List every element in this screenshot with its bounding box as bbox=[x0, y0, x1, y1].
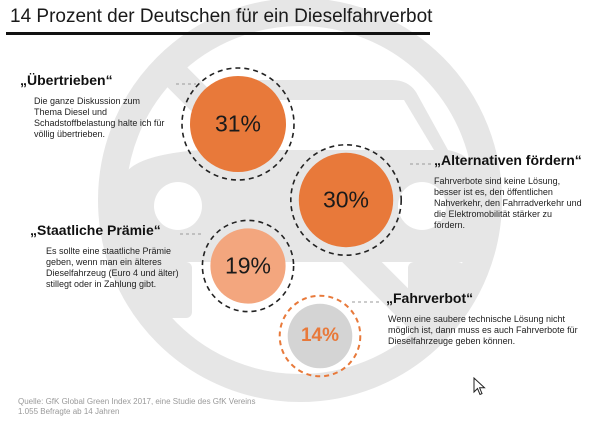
value-label-alternativen: 30% bbox=[322, 186, 370, 213]
bubble-uebertrieben bbox=[190, 76, 286, 172]
item-text-praemie: Es sollte eine staatliche Prämie geben, … bbox=[46, 246, 179, 289]
bubble-ring-fahrverbot bbox=[278, 294, 362, 378]
item-text-fahrverbot: Wenn eine saubere technische Lösung nich… bbox=[388, 314, 578, 346]
source-line-2: 1.055 Befragte ab 14 Jahren bbox=[18, 407, 120, 416]
bubble-praemie bbox=[210, 228, 286, 304]
bubble-ring-uebertrieben bbox=[181, 67, 295, 181]
value-label-praemie: 19% bbox=[224, 252, 272, 279]
source-line-1: Quelle: GfK Global Green Index 2017, ein… bbox=[18, 397, 256, 406]
bubble-alternativen bbox=[298, 152, 394, 248]
value-label-uebertrieben: 31% bbox=[214, 110, 262, 137]
bubble-ring-praemie bbox=[201, 219, 295, 313]
item-text-alternativen: Fahrverbote sind keine Lösung, besser is… bbox=[434, 176, 582, 230]
bubble-ring-alternativen bbox=[289, 144, 402, 257]
page-title: 14 Prozent der Deutschen für ein Dieself… bbox=[10, 6, 433, 27]
value-label-fahrverbot: 14% bbox=[300, 325, 340, 346]
title-underline bbox=[6, 32, 430, 35]
item-text-uebertrieben: Die ganze Diskussion zum Thema Diesel un… bbox=[34, 96, 165, 139]
item-heading-alternativen: „Alternativen fördern“ bbox=[434, 152, 582, 168]
mouse-cursor-icon bbox=[473, 377, 486, 396]
bubble-fahrverbot bbox=[287, 303, 353, 369]
item-heading-uebertrieben: „Übertrieben“ bbox=[20, 72, 113, 88]
item-heading-praemie: „Staatliche Prämie“ bbox=[30, 222, 161, 238]
item-heading-fahrverbot: „Fahrverbot“ bbox=[386, 290, 474, 306]
source-note: Quelle: GfK Global Green Index 2017, ein… bbox=[18, 397, 255, 417]
